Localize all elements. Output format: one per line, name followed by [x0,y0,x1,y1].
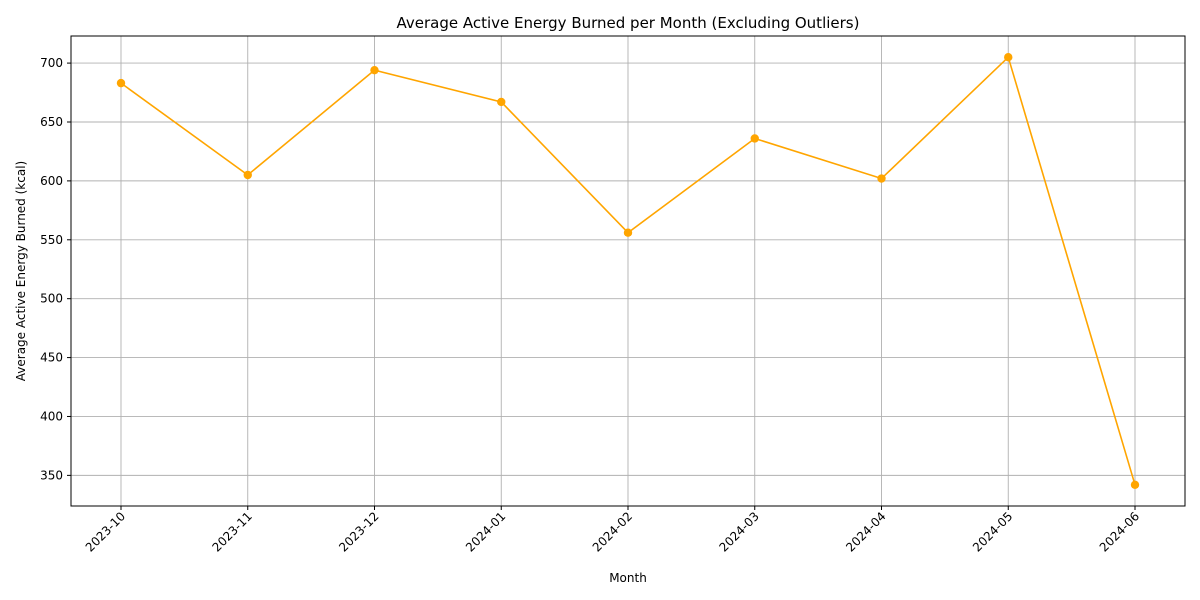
y-tick-label: 650 [40,115,63,129]
x-tick-label: 2024-05 [970,509,1015,554]
chart-title: Average Active Energy Burned per Month (… [397,14,860,32]
x-tick-label: 2023-11 [210,509,255,554]
x-axis: 2023-10 2023-11 2023-12 2024-01 2024-02 2024-… [83,506,1142,555]
y-tick-label: 600 [40,174,63,188]
x-tick-label: 2024-02 [590,509,635,554]
data-point [1004,53,1013,62]
y-axis: 350 400 450 500 550 600 650 700 [40,56,71,482]
y-tick-label: 450 [40,351,63,365]
data-point [243,170,252,180]
data-point [877,174,886,183]
x-tick-label: 2023-12 [336,509,381,554]
x-axis-label: Month [609,571,647,585]
x-tick-label: 2024-04 [843,509,888,554]
data-point [623,228,633,237]
series-line [116,53,1140,489]
x-tick-label: 2024-01 [463,509,508,554]
x-tick-label: 2024-03 [717,509,762,554]
y-tick-label: 350 [40,468,63,482]
x-tick-label: 2024-06 [1097,509,1142,554]
y-tick-label: 700 [40,56,63,70]
data-point [750,134,759,143]
x-tick-label: 2023-10 [83,509,128,554]
y-tick-label: 400 [40,409,63,423]
data-point [1130,480,1140,489]
data-point [116,78,126,88]
grid [71,36,1185,506]
y-tick-label: 500 [40,292,63,306]
data-point [497,97,506,107]
data-point [370,65,379,75]
y-tick-label: 550 [40,233,63,247]
y-axis-label: Average Active Energy Burned (kcal) [14,161,28,381]
